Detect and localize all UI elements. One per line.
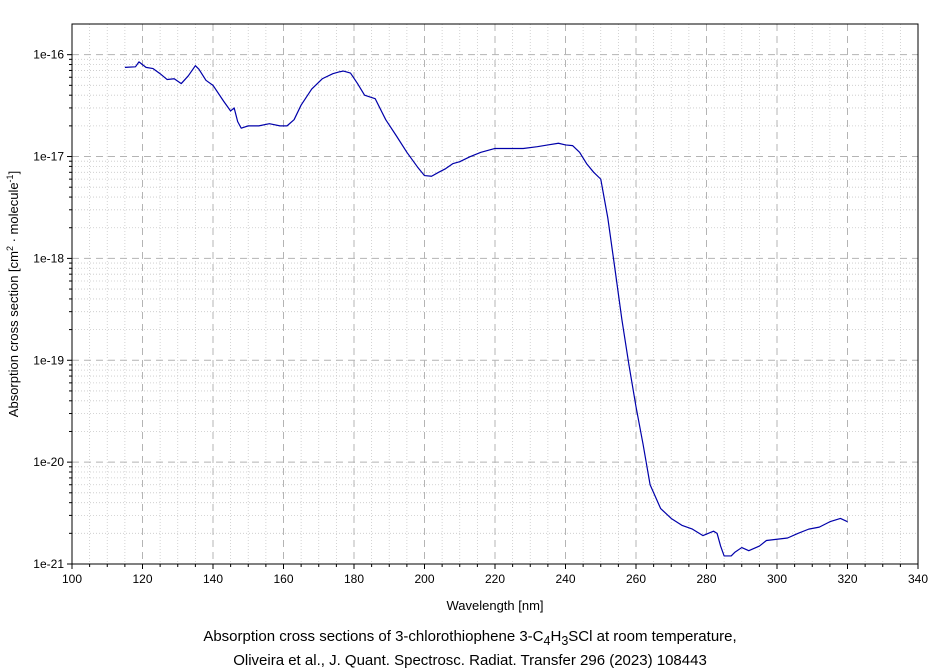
x-tick-label: 340 <box>908 572 928 586</box>
chart-area: 100 120 140 160 180 200 220 240 260 280 300 320 340 … <box>5 23 928 613</box>
caption-text: SCl at room temperature, <box>568 628 737 645</box>
series-line <box>124 61 848 557</box>
data-layer <box>124 61 848 557</box>
y-tick-label: 1e-21 <box>33 557 64 571</box>
caption-text: Absorption cross sections of 3-chlorothi… <box>203 628 544 645</box>
y-tick-label: 1e-18 <box>33 251 64 265</box>
major-grid <box>72 24 918 564</box>
caption-subscript: 4 <box>543 634 551 648</box>
caption-text: H <box>550 628 562 645</box>
x-tick-label: 100 <box>62 572 82 586</box>
x-tick-label: 260 <box>626 572 646 586</box>
y-tick-labels: 1e-21 1e-20 1e-19 1e-18 1e-17 1e-16 <box>33 48 64 571</box>
x-tick-label: 140 <box>203 572 223 586</box>
y-axis-title-part: · molecule <box>6 182 21 246</box>
x-tick-label: 120 <box>132 572 152 586</box>
y-tick-label: 1e-16 <box>33 48 64 62</box>
x-tick-label: 200 <box>414 572 434 586</box>
x-tick-label: 180 <box>344 572 364 586</box>
y-tick-label: 1e-20 <box>33 455 64 469</box>
caption-line-2: Oliveira et al., J. Quant. Spectrosc. Ra… <box>233 652 707 669</box>
y-tick-label: 1e-17 <box>33 150 64 164</box>
x-tick-label: 320 <box>837 572 857 586</box>
x-tick-label: 220 <box>485 572 505 586</box>
x-axis-title: Wavelength [nm] <box>446 598 543 613</box>
axis-ticks <box>67 54 919 569</box>
y-tick-label: 1e-19 <box>33 353 64 367</box>
x-tick-label: 240 <box>555 572 575 586</box>
x-tick-label: 280 <box>696 572 716 586</box>
y-axis-title: Absorption cross section [cm2 · molecule… <box>5 171 21 417</box>
x-tick-labels: 100 120 140 160 180 200 220 240 260 280 300 320 340 <box>62 572 928 586</box>
x-tick-label: 300 <box>767 572 787 586</box>
y-axis-title-sup: 2 <box>5 246 15 251</box>
y-axis-title-part: ] <box>6 171 21 175</box>
y-axis-title-part: Absorption cross section [cm <box>6 251 21 417</box>
y-axis-title-sup: -1 <box>5 174 15 182</box>
caption-subscript: 3 <box>561 634 569 648</box>
caption-line-1: Absorption cross sections of 3-chlorothi… <box>0 628 940 648</box>
x-tick-label: 160 <box>273 572 293 586</box>
